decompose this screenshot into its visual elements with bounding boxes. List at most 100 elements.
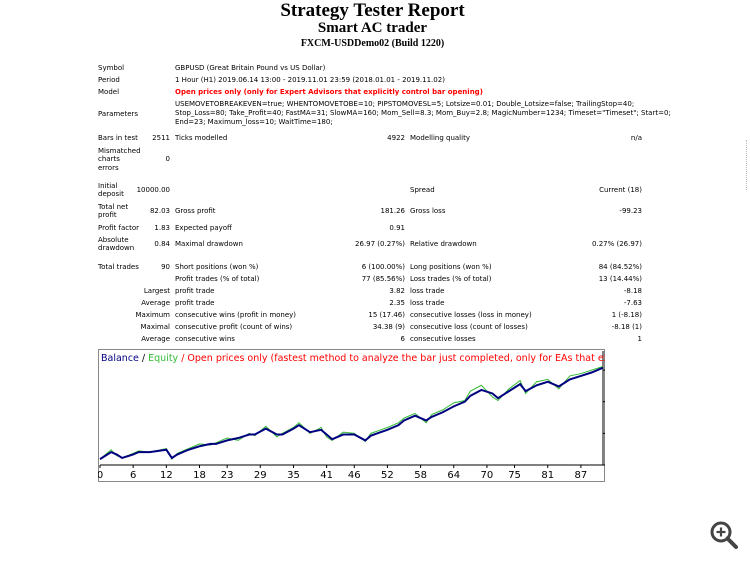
grossprofit-label: Gross profit (175, 207, 216, 215)
mismatch-label: charts (98, 155, 120, 163)
zoom-in-icon[interactable] (709, 520, 739, 550)
legend-separator: / (139, 353, 148, 364)
netprofit-label: Total net (98, 203, 129, 211)
largest-label: Largest (143, 287, 170, 295)
x-tick-label: 81 (541, 470, 554, 481)
mismatch-label: errors (98, 164, 119, 172)
average2-label: Average (141, 335, 170, 343)
netprofit-label: profit (98, 211, 117, 219)
ltrades-value: 13 (14.44%) (598, 275, 642, 283)
max-consec-loss-label: consecutive loss (count of losses) (410, 323, 528, 331)
x-tick-label: 75 (508, 470, 521, 481)
largest-loss-label: loss trade (410, 287, 445, 295)
grossprofit-value: 181.26 (380, 207, 406, 215)
quality-value: n/a (630, 134, 642, 142)
long-label: Long positions (won %) (410, 263, 492, 271)
ltrades-label: Loss trades (% of total) (410, 275, 492, 283)
absdd-label: drawdown (98, 244, 135, 252)
payoff-label: Expected payoff (175, 224, 232, 232)
chart-frame (98, 349, 605, 482)
payoff-value: 0.91 (389, 224, 405, 232)
max-consec-wins-label: consecutive wins (profit in money) (175, 311, 297, 319)
expert-advisor-name: Smart AC trader (317, 20, 428, 36)
quality-label: Modelling quality (410, 134, 470, 142)
legend-balance: Balance (101, 353, 139, 364)
short-label: Short positions (won %) (175, 263, 259, 271)
model-value: Open prices only (only for Expert Adviso… (175, 88, 483, 96)
spread-label: Spread (410, 186, 435, 194)
balance-equity-chart: 0 6 12 18 23 29 35 41 46 52 58 64 70 75 81 87 Balance /… (98, 349, 605, 482)
symbol-value: GBPUSD (Great Britain Pound vs US Dollar… (175, 64, 326, 72)
max-consec-losses-label: consecutive losses (loss in money) (410, 311, 532, 319)
largest-profit-label: profit trade (175, 287, 215, 295)
reldd-label: Relative drawdown (410, 240, 477, 248)
parameters-line: USEMOVETOBREAKEVEN=true; WHENTOMOVETOBE=… (175, 100, 635, 108)
max-consec-losses-value: 1 (-8.18) (611, 311, 642, 319)
x-tick-label: 35 (287, 470, 300, 481)
ticks-label: Ticks modelled (175, 134, 228, 142)
chart-legend: Balance / Equity / Open prices only (fas… (101, 353, 605, 364)
server-build: FXCM-USDDemo02 (Build 1220) (300, 38, 445, 49)
average-label: Average (141, 299, 170, 307)
avg-consec-wins-label: consecutive wins (175, 335, 235, 343)
maximal-label: Maximal (140, 323, 170, 331)
netprofit-value: 82.03 (149, 207, 170, 215)
parameters-line: End=23; Maximum_loss=10; WaitTime=180; (175, 118, 333, 126)
mismatch-value: 0 (165, 155, 170, 163)
pf-value: 1.83 (154, 224, 170, 232)
x-tick-label: 46 (348, 470, 361, 481)
pf-label: Profit factor (98, 224, 139, 232)
average-loss-value: -7.63 (623, 299, 642, 307)
x-tick-label: 23 (221, 470, 234, 481)
average-profit-label: profit trade (175, 299, 215, 307)
absdd-value: 0.84 (154, 240, 170, 248)
parameters-label: Parameters (98, 110, 139, 118)
max-consec-loss-value: -8.18 (1) (611, 323, 642, 331)
max-consec-profit-value: 34.38 (9) (372, 323, 405, 331)
largest-profit-value: 3.82 (389, 287, 405, 295)
x-tick-label: 70 (481, 470, 494, 481)
short-value: 6 (100.00%) (361, 263, 405, 271)
bars-label: Bars in test (98, 134, 138, 142)
balance-line (99, 366, 604, 460)
max-consec-profit-label: consecutive profit (count of wins) (175, 323, 293, 331)
ptrades-value: 77 (85.56%) (361, 275, 405, 283)
grossloss-value: -99.23 (619, 207, 642, 215)
model-label: Model (98, 88, 120, 96)
right-edge-dotted (746, 140, 748, 190)
average-loss-label: loss trade (410, 299, 445, 307)
legend-equity: Equity (148, 353, 178, 364)
avg-consec-losses-value: 1 (637, 335, 642, 343)
deposit-label: Initial (98, 182, 118, 190)
parameters-line: Stop_Loss=80; Take_Profit=40; FastMA=31;… (175, 109, 671, 117)
max-consec-wins-value: 15 (17.46) (368, 311, 405, 319)
ptrades-label: Profit trades (% of total) (175, 275, 260, 283)
maximum-label: Maximum (135, 311, 171, 319)
x-tick-label: 64 (447, 470, 460, 481)
largest-loss-value: -8.18 (623, 287, 642, 295)
absdd-label: Absolute (98, 236, 129, 244)
x-tick-label: 52 (381, 470, 394, 481)
x-tick-label: 18 (193, 470, 206, 481)
grossloss-label: Gross loss (410, 207, 446, 215)
trades-label: Total trades (98, 263, 139, 271)
ticks-value: 4922 (387, 134, 405, 142)
x-tick-label: 29 (254, 470, 267, 481)
trades-value: 90 (161, 263, 170, 271)
x-tick-label: 41 (320, 470, 333, 481)
reldd-value: 0.27% (26.97) (592, 240, 642, 248)
spread-value: Current (18) (599, 186, 642, 194)
x-tick-label: 58 (414, 470, 427, 481)
x-tick-label: 87 (575, 470, 588, 481)
mismatch-label: Mismatched (98, 147, 141, 155)
avg-consec-wins-value: 6 (400, 335, 405, 343)
bars-value: 2511 (152, 134, 170, 142)
symbol-label: Symbol (98, 64, 125, 72)
x-tick-label: 0 (98, 470, 103, 481)
deposit-value: 10000.00 (136, 186, 170, 194)
legend-description: / Open prices only (fastest method to an… (178, 353, 605, 364)
avg-consec-losses-label: consecutive losses (410, 335, 476, 343)
average-profit-value: 2.35 (389, 299, 405, 307)
maxdd-value: 26.97 (0.27%) (355, 240, 405, 248)
maxdd-label: Maximal drawdown (175, 240, 243, 248)
